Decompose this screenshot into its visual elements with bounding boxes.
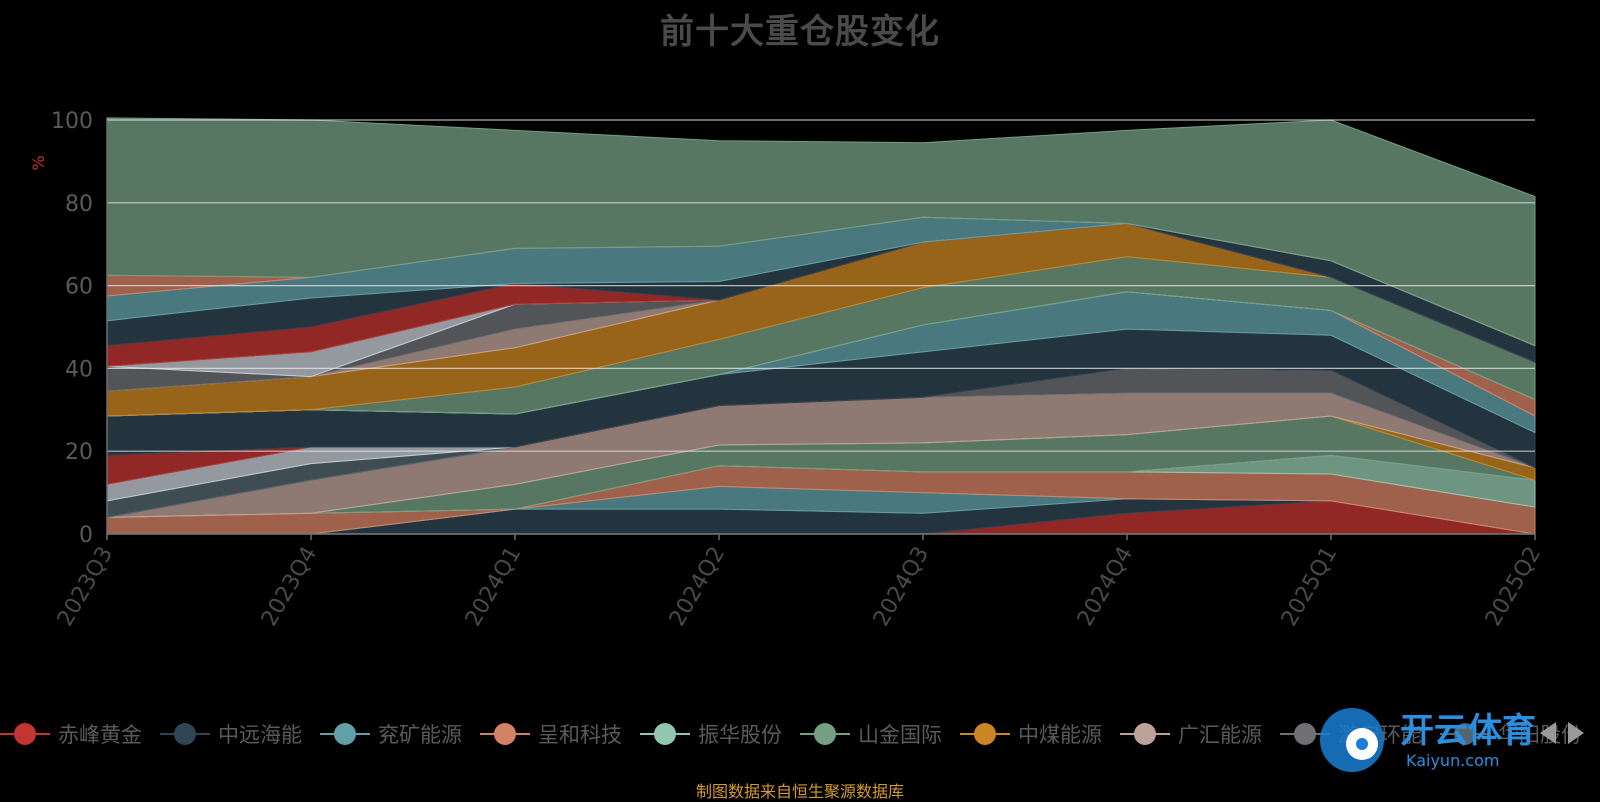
watermark-brand: 开云体育: [1400, 711, 1536, 751]
legend-item[interactable]: 中远海能: [160, 719, 302, 749]
legend-item[interactable]: 呈和科技: [480, 719, 622, 749]
legend-marker: [640, 723, 690, 745]
source-footnote: 制图数据来自恒生聚源数据库: [695, 782, 904, 801]
legend-dot: [974, 723, 996, 745]
legend-next-arrow-icon[interactable]: [1568, 722, 1584, 744]
legend-marker: [800, 723, 850, 745]
legend-label: 中煤能源: [1018, 723, 1102, 747]
legend-item[interactable]: 中煤能源: [960, 719, 1102, 749]
legend-marker: [1120, 723, 1170, 745]
y-axis-label: %: [29, 155, 48, 170]
x-tick-label: 2025Q2: [1481, 543, 1546, 631]
series-areas: [106, 117, 1536, 535]
legend-label: 中远海能: [218, 723, 302, 747]
x-tick-label: 2024Q3: [869, 543, 934, 631]
y-tick-label: 80: [65, 192, 93, 217]
legend-marker: [1440, 723, 1490, 745]
x-tick-label: 2023Q3: [53, 543, 118, 631]
legend-label: 呈和科技: [538, 723, 622, 747]
legend-pager: [1534, 722, 1590, 744]
legend-item[interactable]: 振华股份: [640, 719, 782, 749]
legend-prev-arrow-icon[interactable]: [1540, 722, 1556, 744]
legend-item[interactable]: 广汇能源: [1120, 719, 1262, 749]
legend-label: 兖矿能源: [378, 723, 462, 747]
legend-marker: [480, 723, 530, 745]
y-tick-label: 0: [79, 523, 93, 548]
area-chart: 0 20 40 60 80 100% 2023Q3 2023Q4 2024Q1 2024Q2 202…: [29, 109, 1546, 631]
legend-dot: [1454, 723, 1476, 745]
y-tick-label: 60: [65, 275, 93, 300]
legend-marker: [0, 723, 50, 745]
legend-marker: [320, 723, 370, 745]
legend-dot: [814, 723, 836, 745]
legend-item[interactable]: 山金国际: [800, 719, 942, 749]
y-tick-label: 20: [65, 440, 93, 465]
watermark-logo: 开云体育 Kaiyun.com: [1320, 708, 1536, 772]
legend-dot: [1134, 723, 1156, 745]
legend-item[interactable]: 赤峰黄金: [0, 719, 142, 749]
legend-dot: [494, 723, 516, 745]
legend-label: 广汇能源: [1178, 723, 1262, 747]
legend-dot: [174, 723, 196, 745]
y-tick-label: 40: [65, 357, 93, 382]
legend-dot: [654, 723, 676, 745]
x-tick-label: 2025Q1: [1277, 543, 1342, 631]
legend-marker: [160, 723, 210, 745]
legend-label: 山金国际: [858, 723, 942, 747]
legend-marker: [960, 723, 1010, 745]
x-tick-label: 2024Q4: [1073, 543, 1138, 631]
legend-dot: [14, 723, 36, 745]
area-series-中国石油[interactable]: [106, 117, 1536, 347]
watermark-sub: Kaiyun.com: [1406, 751, 1499, 770]
legend-label: 振华股份: [698, 723, 782, 747]
legend-dot: [334, 723, 356, 745]
legend-item[interactable]: 兖矿能源: [320, 719, 462, 749]
legend-label: 赤峰黄金: [58, 723, 142, 747]
x-tick-label: 2023Q4: [257, 543, 322, 631]
x-tick-label: 2024Q2: [665, 543, 730, 631]
chart-title: 前十大重仓股变化: [660, 12, 940, 52]
legend-marker: [1280, 723, 1330, 745]
legend-dot: [1294, 723, 1316, 745]
x-tick-label: 2024Q1: [461, 543, 526, 631]
y-tick-label: 100: [51, 109, 93, 134]
